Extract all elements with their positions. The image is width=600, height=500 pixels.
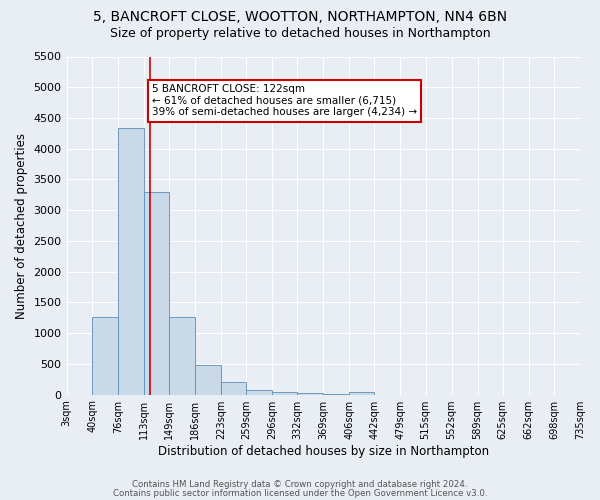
- Y-axis label: Number of detached properties: Number of detached properties: [15, 132, 28, 318]
- Text: 5 BANCROFT CLOSE: 122sqm
← 61% of detached houses are smaller (6,715)
39% of sem: 5 BANCROFT CLOSE: 122sqm ← 61% of detach…: [152, 84, 417, 117]
- Text: 5, BANCROFT CLOSE, WOOTTON, NORTHAMPTON, NN4 6BN: 5, BANCROFT CLOSE, WOOTTON, NORTHAMPTON,…: [93, 10, 507, 24]
- Text: Contains public sector information licensed under the Open Government Licence v3: Contains public sector information licen…: [113, 489, 487, 498]
- Bar: [246, 390, 272, 394]
- Bar: [92, 317, 118, 394]
- Bar: [272, 392, 298, 394]
- Bar: [118, 128, 144, 394]
- Bar: [349, 392, 374, 394]
- Bar: [195, 365, 221, 394]
- X-axis label: Distribution of detached houses by size in Northampton: Distribution of detached houses by size …: [158, 444, 489, 458]
- Text: Contains HM Land Registry data © Crown copyright and database right 2024.: Contains HM Land Registry data © Crown c…: [132, 480, 468, 489]
- Bar: [169, 316, 195, 394]
- Bar: [221, 382, 246, 394]
- Text: Size of property relative to detached houses in Northampton: Size of property relative to detached ho…: [110, 28, 490, 40]
- Bar: [144, 192, 169, 394]
